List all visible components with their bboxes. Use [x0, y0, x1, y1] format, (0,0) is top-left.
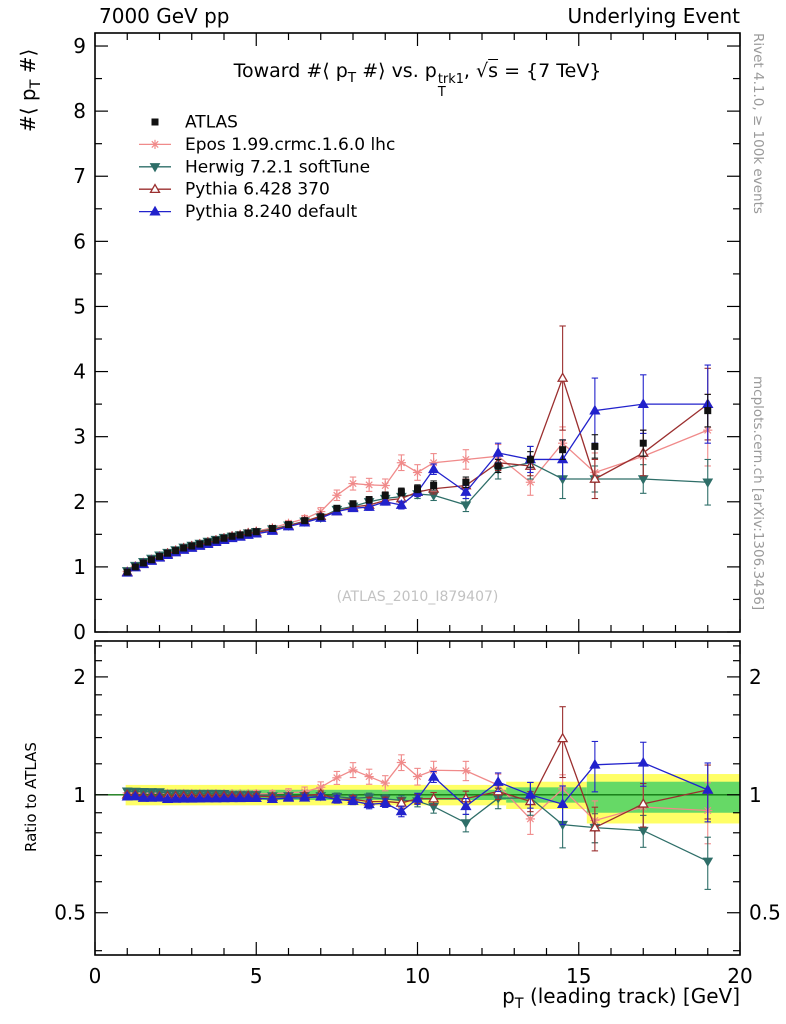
svg-text:1: 1: [73, 783, 86, 807]
svg-text:5: 5: [250, 964, 263, 988]
svg-text:2: 2: [749, 665, 762, 689]
main-panel-series: [121, 325, 714, 577]
ratio-panel-series: [121, 706, 714, 890]
legend-item-epos: Epos 1.99.crmc.1.6.0 lhc: [139, 135, 395, 155]
svg-text:3: 3: [73, 425, 86, 449]
svg-text:Epos 1.99.crmc.1.6.0 lhc: Epos 1.99.crmc.1.6.0 lhc: [185, 135, 395, 155]
title-energy: = {7 TeV}: [498, 60, 602, 82]
series-atlas: [123, 393, 712, 576]
svg-text:2: 2: [73, 665, 86, 689]
mcplots-credit-note: mcplots.cern.ch [arXiv:1306.3436]: [750, 376, 766, 611]
svg-text:8: 8: [73, 99, 86, 123]
title-sub-t: T: [347, 69, 357, 86]
svg-text:Herwig 7.2.1 softTune: Herwig 7.2.1 softTune: [185, 157, 370, 177]
svg-text:5: 5: [73, 294, 86, 318]
legend-item-pythia6: Pythia 6.428 370: [139, 180, 330, 200]
svg-text:0: 0: [73, 620, 86, 644]
svg-text:7: 7: [73, 164, 86, 188]
svg-text:6: 6: [73, 229, 86, 253]
svg-text:9: 9: [73, 34, 86, 58]
title-pt-trk1: trk1 T: [437, 72, 464, 100]
svg-text:4: 4: [73, 360, 86, 384]
svg-text:Pythia 8.240 default: Pythia 8.240 default: [185, 202, 358, 222]
svg-text:0: 0: [89, 964, 102, 988]
sqrt-symbol: √: [476, 60, 489, 82]
rivet-version-note: Rivet 4.1.0, ≥ 100k events: [750, 33, 766, 214]
svg-text:15: 15: [566, 964, 591, 988]
beam-energy-label: 7000 GeV pp: [99, 4, 230, 28]
svg-text:2: 2: [73, 490, 86, 514]
title-text: Toward #⟨ p: [233, 60, 348, 82]
svg-text:20: 20: [727, 964, 752, 988]
legend-item-herwig: Herwig 7.2.1 softTune: [139, 157, 370, 177]
svg-text:Pythia 6.428 370: Pythia 6.428 370: [185, 180, 330, 200]
svg-text:1: 1: [73, 555, 86, 579]
x-axis-label: pT (leading track) [GeV]: [502, 984, 740, 1012]
svg-text:0.5: 0.5: [749, 901, 781, 925]
title-sub-t2: T: [437, 84, 446, 100]
legend-item-atlas: ATLAS: [151, 113, 238, 133]
svg-text:10: 10: [405, 964, 430, 988]
y-axis-label: #⟨ pT #⟩: [16, 48, 44, 132]
sqrt-arg: s: [488, 60, 499, 82]
axis-ticks: [94, 33, 741, 955]
plot-title: Toward #⟨ pT #⟩ vs. p trk1 T, √s = {7 TeV}: [95, 60, 740, 99]
title-comma: ,: [463, 60, 477, 82]
title-sup-trk1: trk1: [437, 72, 464, 88]
svg-text:1: 1: [749, 783, 762, 807]
analysis-group-label: Underlying Event: [567, 4, 740, 28]
legend-item-pythia8: Pythia 8.240 default: [139, 202, 358, 222]
series-pythia8: [121, 740, 714, 826]
title-mid: #⟩ vs. p: [356, 60, 437, 82]
svg-text:0.5: 0.5: [54, 901, 86, 925]
svg-text:ATLAS: ATLAS: [185, 113, 238, 133]
tick-labels: 0 5 10 15 20 0 1 2 3 4 5 6 7 8 9 0.5 0.5 1 1 2 2: [54, 34, 781, 988]
ratio-axis-label: Ratio to ATLAS: [22, 742, 40, 852]
analysis-watermark: (ATLAS_2010_I879407): [336, 589, 499, 605]
